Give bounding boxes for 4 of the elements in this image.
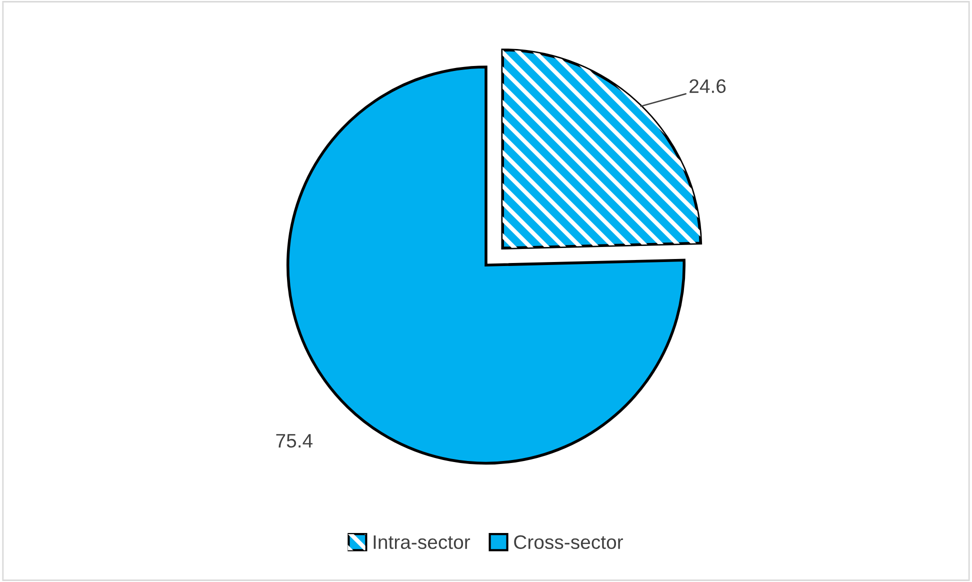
legend-label: Intra-sector (374, 535, 470, 550)
data-label: 75.4 (276, 434, 313, 448)
legend-label: Cross-sector (514, 535, 623, 550)
data-label: 24.6 (690, 79, 726, 94)
